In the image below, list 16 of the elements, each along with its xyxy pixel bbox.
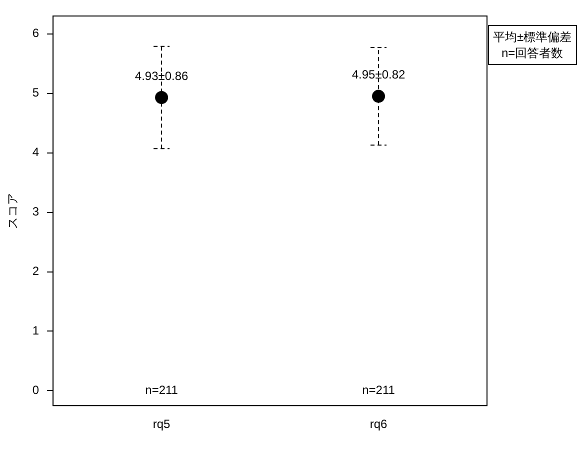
y-tick-label: 6 — [32, 26, 40, 40]
data-label: 4.95±0.82 — [352, 68, 406, 82]
y-axis-title: スコア — [5, 192, 20, 229]
y-tick-label: 1 — [32, 324, 40, 338]
data-label: 4.93±0.86 — [134, 68, 189, 83]
y-tick-label: 5 — [32, 86, 40, 100]
annotation: n=211 — [145, 383, 178, 398]
x-tick-label: rq6 — [370, 417, 388, 432]
y-tick-label: 3 — [32, 204, 40, 219]
text: 平均±標準偏差 — [493, 29, 572, 45]
y-tick-label: 4 — [32, 145, 40, 160]
annotation: n=211 — [362, 383, 396, 398]
y-tick-label: 0 — [32, 383, 40, 398]
y-tick-label: 2 — [32, 264, 40, 278]
x-tick-label: rq5 — [152, 417, 171, 432]
text: n=回答者数 — [500, 45, 564, 61]
